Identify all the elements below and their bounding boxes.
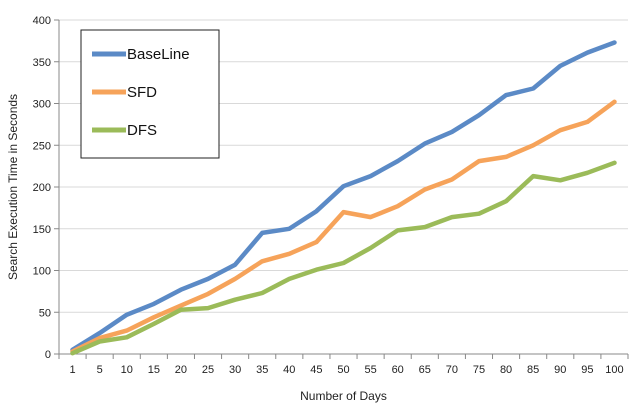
legend: BaseLine SFD DFS [80,29,220,159]
x-tick-label: 70 [446,364,458,376]
x-tick-label: 5 [97,364,103,376]
series-lines [70,40,617,356]
x-tick-label: 50 [337,364,349,376]
x-tick-label: 55 [364,364,376,376]
x-tick-label: 90 [554,364,566,376]
x-tick-label: 25 [202,364,214,376]
x-tick-label: 80 [500,364,512,376]
x-tick-label: 45 [310,364,322,376]
x-tick-label: 95 [581,364,593,376]
y-tick-labels: 0 50 100 150 200 250 300 350 400 [33,15,51,361]
x-tick-label: 35 [256,364,268,376]
y-tick-label: 200 [33,182,51,194]
x-tick-labels: 1 5 10 15 20 25 30 35 40 45 50 55 60 65 70 75 80 85 90 95 10… [69,364,623,376]
y-tick-label: 50 [39,307,51,319]
y-tick-label: 0 [45,349,51,361]
y-tick-label: 400 [33,15,51,27]
axes [54,19,629,359]
series-line-baseline [70,40,617,353]
x-tick-label: 1 [69,364,75,376]
legend-label-dfs: DFS [127,122,157,139]
x-axis-title: Number of Days [300,389,387,403]
x-tick-label: 10 [121,364,133,376]
series-line-dfs [70,160,617,356]
x-tick-label: 15 [148,364,160,376]
legend-label-baseline: BaseLine [127,46,190,63]
x-tick-label: 85 [527,364,539,376]
y-tick-label: 300 [33,99,51,111]
legend-label-sfd: SFD [127,84,157,101]
x-tick-label: 40 [283,364,295,376]
x-tick-label: 65 [419,364,431,376]
x-tick-label: 100 [605,364,623,376]
x-tick-label: 75 [473,364,485,376]
y-tick-label: 150 [33,224,51,236]
y-axis-title: Search Execution Time in Seconds [6,94,20,280]
y-tick-label: 100 [33,266,51,278]
x-tick-label: 30 [229,364,241,376]
x-tick-label: 20 [175,364,187,376]
y-tick-label: 350 [33,57,51,69]
series-line-sfd [70,99,617,354]
y-tick-label: 250 [33,140,51,152]
x-tick-label: 60 [392,364,404,376]
